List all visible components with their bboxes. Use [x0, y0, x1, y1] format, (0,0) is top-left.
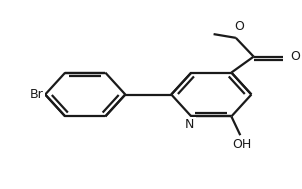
Text: O: O	[290, 50, 300, 63]
Text: O: O	[234, 20, 244, 33]
Text: Br: Br	[30, 88, 44, 101]
Text: OH: OH	[232, 138, 251, 151]
Text: N: N	[185, 118, 194, 131]
